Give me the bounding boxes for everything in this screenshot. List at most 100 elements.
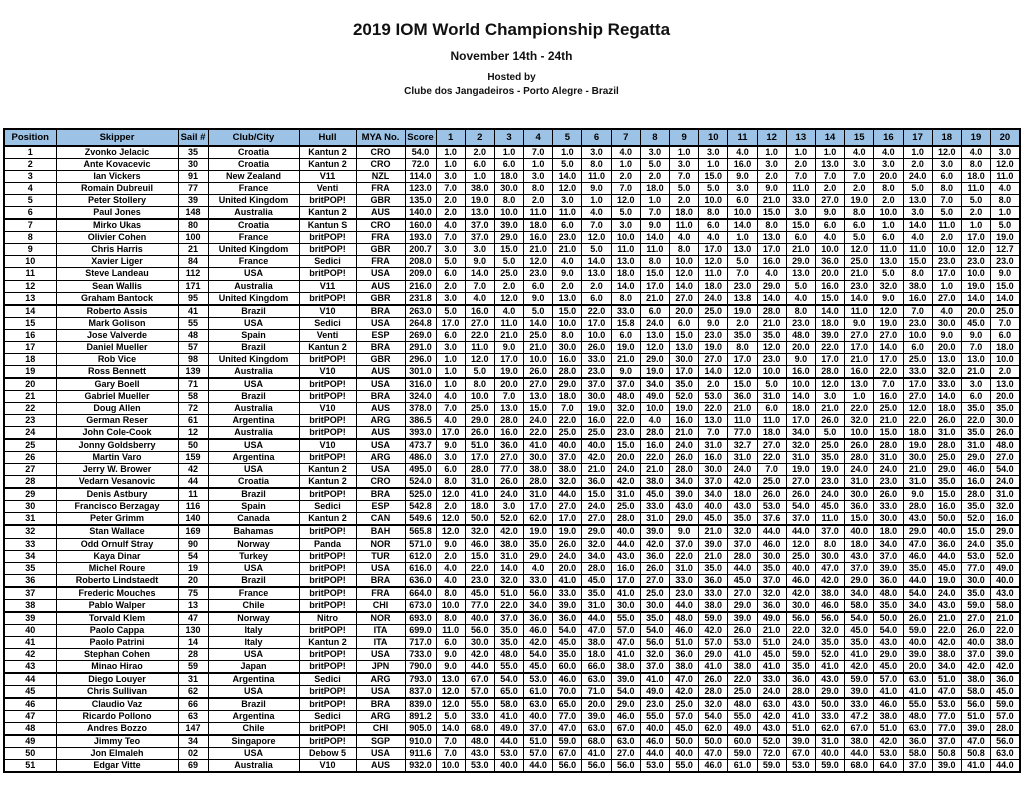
race-score-cell: 35.0 [960,401,992,416]
race-score-cell: 21.0 [668,426,700,441]
race-score-cell: 28.0 [523,475,554,490]
race-score-cell: 26.0 [931,414,962,428]
race-score-cell: 59.0 [990,697,1021,712]
race-score-cell: 42.0 [931,635,962,649]
race-score-cell: 5.0 [960,194,992,208]
race-score-cell: 39.0 [493,218,525,233]
club-city-cell: Australia [207,279,300,293]
skipper-cell: Peter Stollery [55,194,179,208]
race-score-cell: 16.0 [727,158,758,172]
col-header-race-13: 13 [785,128,816,147]
race-score-cell: 50.8 [960,747,992,761]
race-score-cell: 38.0 [523,463,554,477]
race-score-cell: 40.0 [960,635,992,649]
race-score-cell: 12.0 [844,243,875,257]
race-score-cell: 12.0 [435,697,466,712]
race-score-cell: 9.0 [814,206,846,221]
race-score-cell: 63.0 [581,672,612,687]
race-score-cell: 53.0 [523,672,554,687]
race-score-cell: 21.0 [523,340,554,354]
race-score-cell: 23.0 [756,352,787,366]
race-score-cell: 39.0 [814,328,846,342]
club-city-cell: Canada [207,512,300,527]
race-score-cell: 17.0 [756,243,787,257]
race-score-cell: 10.0 [639,401,671,416]
race-score-cell: 19.0 [960,279,992,293]
race-score-cell: 18.0 [873,524,904,539]
race-score-cell: 53.0 [785,759,816,773]
skipper-cell: Romain Dubreuil [55,182,179,196]
race-score-cell: 26.0 [698,672,729,687]
race-score-cell: 23.0 [873,475,904,490]
skipper-cell: Francisco Berzagay [55,500,179,514]
position-cell: 32 [3,524,57,539]
mya-no-cell: ARG [355,414,406,428]
race-score-cell: 2.0 [464,145,495,160]
sail-number-cell: 159 [177,451,209,465]
race-score-cell: 47.0 [552,722,583,737]
race-score-cell: 1.0 [756,145,787,160]
race-score-cell: 20.0 [990,389,1021,403]
race-score-cell: 17.0 [581,316,612,330]
race-score-cell: 29.0 [698,647,729,661]
race-score-cell: 14.0 [844,291,875,306]
race-score-cell: 43.0 [873,635,904,649]
race-score-cell: 9.0 [873,291,904,306]
club-city-cell: Spain [207,328,300,342]
race-score-cell: 51.0 [756,635,787,649]
race-score-cell: 30.0 [581,389,612,403]
race-score-cell: 41.0 [698,659,729,674]
mya-no-cell: GBR [355,194,406,208]
race-score-cell: 7.0 [960,340,992,354]
race-score-cell: 21.0 [698,524,729,539]
race-score-cell: 50.0 [464,512,495,527]
score-cell: 209.0 [404,267,437,281]
race-score-cell: 15.0 [844,512,875,527]
race-score-cell: 32.0 [814,623,846,637]
score-cell: 905.0 [404,722,437,737]
race-score-cell: 5.0 [523,304,554,318]
race-score-cell: 35.0 [493,635,525,649]
table-row: 38 Pablo Walper 13 Chile britPOP! CHI 673.0 10.… [3,598,1021,613]
race-score-cell: 45.0 [639,487,671,502]
score-cell: 911.6 [404,747,437,761]
race-score-cell: 15.0 [552,304,583,318]
race-score-cell: 33.0 [552,586,583,600]
race-score-cell: 28.0 [639,426,671,441]
race-score-cell: 65.0 [493,685,525,700]
table-row: 41 Paolo Patrini 14 Italy Kantun 2 ITA 717.0 6.… [3,635,1021,649]
race-score-cell: 25.0 [785,549,816,563]
race-score-cell: 26.0 [873,487,904,502]
race-score-cell: 7.0 [698,426,729,441]
race-score-cell: 3.0 [668,158,700,172]
position-cell: 51 [3,759,57,773]
race-score-cell: 30.0 [493,182,525,196]
race-score-cell: 19.0 [639,364,671,379]
score-cell: 378.0 [404,401,437,416]
race-score-cell: 45.0 [727,573,758,588]
race-score-cell: 4.0 [464,291,495,306]
race-score-cell: 41.0 [639,672,671,687]
race-score-cell: 6.0 [464,158,495,172]
race-score-cell: 30.0 [931,316,962,330]
race-score-cell: 10.0 [990,352,1021,366]
race-score-cell: 10.0 [523,352,554,366]
race-score-cell: 56.0 [990,734,1021,749]
mya-no-cell: ESP [355,328,406,342]
race-score-cell: 12.0 [990,158,1021,172]
race-score-cell: 52.0 [814,647,846,661]
race-score-cell: 7.0 [464,279,495,293]
club-city-cell: USA [207,647,300,661]
race-score-cell: 2.0 [990,364,1021,379]
hull-cell: britPOP! [298,586,357,600]
sail-number-cell: 39 [177,194,209,208]
race-score-cell: 8.0 [581,158,612,172]
skipper-cell: Steve Landeau [55,267,179,281]
race-score-cell: 8.0 [610,291,641,306]
club-city-cell: Norway [207,537,300,551]
race-score-cell: 77.0 [552,710,583,724]
skipper-cell: Xavier Liger [55,255,179,269]
race-score-cell: 25.0 [990,304,1021,318]
race-score-cell: 16.0 [844,364,875,379]
race-score-cell: 13.0 [581,267,612,281]
